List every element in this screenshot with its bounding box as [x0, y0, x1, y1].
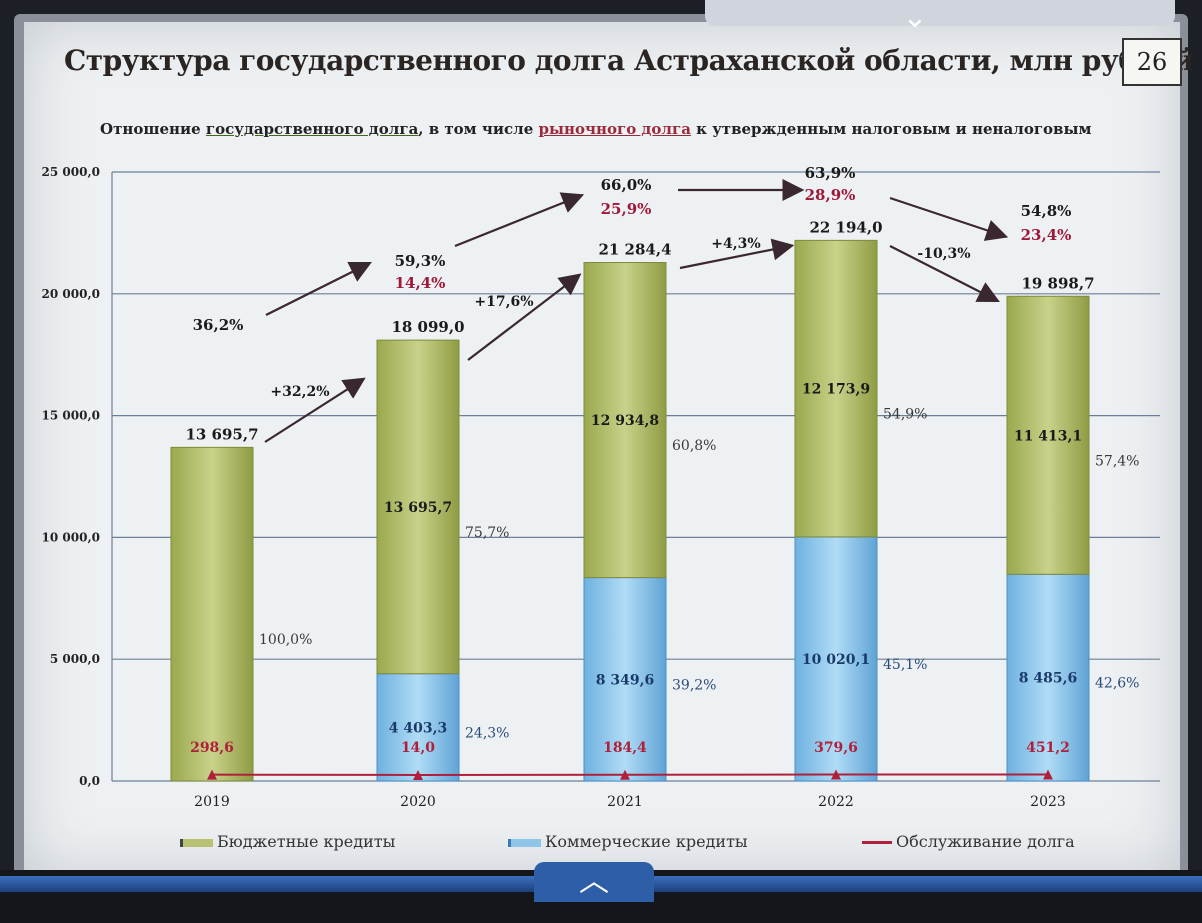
page-number: 26	[1122, 38, 1182, 86]
trend-arrow	[889, 196, 1009, 241]
bar-total-label: 13 695,7	[185, 425, 258, 443]
growth-label: +17,6%	[474, 294, 533, 310]
debt-service-point	[620, 769, 630, 780]
bar-commercial-label: 8 485,6	[1019, 671, 1077, 687]
debt-ratio-label: 59,3%	[395, 252, 446, 270]
y-tick-label: 15 000,0	[42, 409, 100, 423]
bar-total-label: 21 284,4	[598, 241, 671, 259]
bar-total-label: 19 898,7	[1021, 274, 1094, 292]
bar-budget	[170, 446, 254, 782]
bar-budget	[376, 339, 460, 675]
debt-service-label: 379,6	[814, 740, 858, 756]
debt-service-label: 184,4	[603, 740, 647, 756]
legend-commercial-swatch	[508, 838, 541, 847]
market-ratio-label: 25,9%	[601, 200, 652, 218]
bar-budget-label: 11 413,1	[1014, 428, 1082, 444]
debt-ratio-label: 66,0%	[601, 176, 652, 194]
chevron-up-icon[interactable]: ︿	[534, 862, 654, 902]
x-tick-label: 2021	[607, 794, 643, 810]
bar-total-label: 22 194,0	[809, 218, 882, 236]
legend-commercial: Коммерческие кредиты	[508, 832, 748, 851]
trend-arrow	[264, 377, 366, 443]
chart-subtitle: Отношение государственного долга, в том …	[100, 120, 1150, 138]
budget-share-label: 60,8%	[672, 438, 716, 454]
bar-commercial	[1006, 573, 1090, 782]
trend-arrow	[467, 273, 582, 361]
commercial-share-label: 45,1%	[883, 657, 927, 673]
legend-service: Обслуживание долга	[862, 832, 1075, 851]
bar-commercial	[583, 577, 667, 782]
budget-share-label: 100,0%	[259, 632, 312, 648]
x-tick-label: 2022	[818, 794, 854, 810]
commercial-share-label: 42,6%	[1095, 676, 1139, 692]
bar-commercial	[794, 536, 878, 782]
y-tick-label: 20 000,0	[42, 287, 100, 301]
chevron-down-icon[interactable]: ⌄	[902, 0, 928, 35]
subtitle-link-market-debt: рыночного долга	[538, 120, 691, 138]
top-toolbar-tab	[705, 0, 1175, 26]
bar-commercial	[376, 673, 460, 782]
trend-arrow	[889, 245, 1000, 302]
bar-commercial-label: 10 020,1	[802, 652, 870, 668]
market-ratio-label: 14,4%	[395, 274, 446, 292]
growth-label: +4,3%	[711, 236, 760, 252]
legend-budget-label: Бюджетные кредиты	[217, 832, 396, 851]
bar-budget	[583, 262, 667, 579]
bar-budget-label: 12 173,9	[802, 382, 870, 398]
subtitle-part1: Отношение	[100, 120, 206, 138]
debt-service-line	[211, 773, 1049, 776]
budget-share-label: 54,9%	[883, 407, 927, 423]
debt-service-point	[831, 769, 841, 780]
bar-commercial-label: 8 349,6	[596, 672, 654, 688]
market-ratio-label: 28,9%	[805, 186, 856, 204]
trend-arrow	[679, 238, 795, 270]
legend-budget: Бюджетные кредиты	[180, 832, 395, 851]
commercial-share-label: 39,2%	[672, 677, 716, 693]
y-tick-label: 0,0	[79, 774, 100, 788]
debt-ratio-label: 54,8%	[1021, 202, 1072, 220]
trend-arrow	[454, 192, 585, 248]
budget-share-label: 75,7%	[465, 525, 509, 541]
budget-share-label: 57,4%	[1095, 453, 1139, 469]
y-tick-label: 10 000,0	[42, 530, 100, 544]
subtitle-link-state-debt: государственного долга	[205, 120, 419, 138]
legend-service-label: Обслуживание долга	[896, 832, 1075, 851]
growth-label: +32,2%	[270, 384, 329, 400]
growth-label: -10,3%	[917, 246, 970, 262]
y-tick-label: 5 000,0	[50, 652, 100, 666]
bar-budget	[794, 239, 878, 538]
debt-service-label: 298,6	[190, 740, 234, 756]
x-tick-label: 2020	[400, 794, 436, 810]
trend-arrow	[265, 262, 372, 316]
debt-service-label: 451,2	[1026, 740, 1070, 756]
debt-service-point	[413, 769, 423, 780]
market-ratio-label: 23,4%	[1021, 226, 1072, 244]
subtitle-part2: , в том числе	[418, 120, 539, 138]
y-tick-label: 25 000,0	[42, 165, 100, 179]
legend-commercial-label: Коммерческие кредиты	[545, 832, 748, 851]
slide-title: Структура государственного долга Астраха…	[64, 44, 1194, 77]
legend-budget-swatch	[180, 838, 213, 847]
commercial-share-label: 24,3%	[465, 725, 509, 741]
debt-ratio-label: 36,2%	[193, 316, 244, 334]
x-tick-label: 2023	[1030, 794, 1066, 810]
bar-budget-label: 12 934,8	[591, 413, 659, 429]
legend-service-swatch	[862, 841, 892, 844]
subtitle-part3: к утвержденным налоговым и неналоговым	[690, 120, 1092, 138]
bar-budget	[1006, 295, 1090, 575]
debt-service-point	[1043, 769, 1053, 780]
debt-service-label: 14,0	[401, 740, 435, 756]
bar-commercial-label: 4 403,3	[389, 720, 447, 736]
x-tick-label: 2019	[194, 794, 230, 810]
debt-ratio-label: 63,9%	[805, 164, 856, 182]
debt-service-point	[207, 769, 217, 780]
bar-total-label: 18 099,0	[391, 318, 464, 336]
bar-budget-label: 13 695,7	[384, 500, 452, 516]
